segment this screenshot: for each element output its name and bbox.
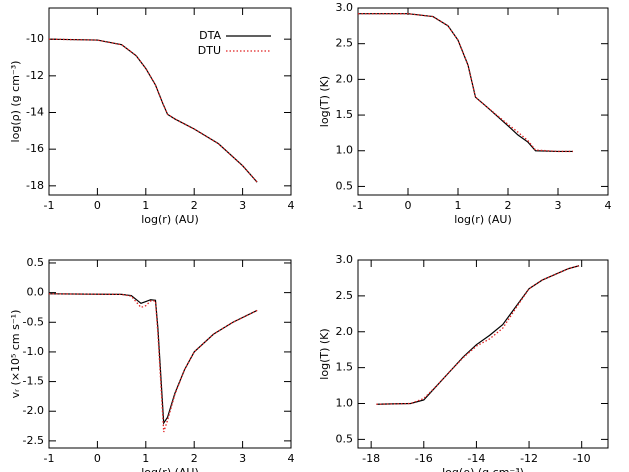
data-line — [48, 38, 258, 183]
y-tick-label: -14 — [26, 106, 44, 119]
x-tick-label: 2 — [505, 199, 512, 212]
plot-frame — [357, 7, 609, 196]
y-tick-label: 0.5 — [336, 432, 354, 445]
data-line — [48, 38, 258, 183]
y-tick-label: 0.5 — [336, 179, 354, 192]
x-tick-label: 4 — [605, 199, 612, 212]
y-tick-label: 3.0 — [336, 1, 354, 14]
y-tick-label: -16 — [26, 142, 44, 155]
data-line — [358, 13, 573, 153]
y-tick-label: 1.5 — [336, 108, 354, 121]
y-tick-label: 2.0 — [336, 325, 354, 338]
data-line — [48, 293, 258, 433]
x-axis-label: log(r) (AU) — [454, 213, 512, 226]
y-tick-label: -12 — [26, 69, 44, 82]
x-tick-label: 0 — [405, 199, 412, 212]
data-line — [376, 265, 580, 405]
x-tick-label: 4 — [288, 199, 295, 212]
y-axis-label: log(T) (K) — [318, 328, 331, 379]
y-tick-label: -1.0 — [23, 345, 44, 358]
x-tick-label: 1 — [455, 199, 462, 212]
x-tick-label: -12 — [520, 452, 538, 465]
x-tick-label: 3 — [555, 199, 562, 212]
plot-frame — [357, 259, 609, 449]
x-tick-label: 3 — [239, 199, 246, 212]
y-axis-label: log(ρ) (g cm⁻³) — [9, 61, 22, 143]
x-tick-label: -1 — [44, 452, 55, 465]
x-tick-label: -16 — [415, 452, 433, 465]
x-tick-label: -1 — [44, 199, 55, 212]
data-line — [358, 13, 573, 153]
y-tick-label: 1.0 — [336, 144, 354, 157]
y-tick-label: 3.0 — [336, 253, 354, 266]
x-axis-label: log(ρ) (g cm⁻³) — [442, 466, 524, 472]
x-tick-label: 4 — [288, 452, 295, 465]
y-tick-label: -10 — [26, 32, 44, 45]
plot-frame — [48, 259, 292, 449]
y-tick-label: 2.5 — [336, 289, 354, 302]
y-tick-label: 2.5 — [336, 37, 354, 50]
x-tick-label: -10 — [573, 452, 591, 465]
x-tick-label: 3 — [239, 452, 246, 465]
y-tick-label: -2.5 — [23, 434, 44, 447]
legend-label: DTA — [199, 29, 221, 42]
y-tick-label: 1.0 — [336, 397, 354, 410]
y-tick-label: -1.5 — [23, 375, 44, 388]
data-line — [376, 265, 580, 405]
x-tick-label: 2 — [191, 199, 198, 212]
y-tick-label: 0.5 — [27, 256, 45, 269]
data-line — [48, 293, 258, 425]
y-tick-label: -0.5 — [23, 315, 44, 328]
x-tick-label: -18 — [362, 452, 380, 465]
y-tick-label: 2.0 — [336, 72, 354, 85]
y-axis-label: log(T) (K) — [318, 76, 331, 127]
x-axis-label: log(r) (AU) — [141, 466, 199, 472]
y-tick-label: 1.5 — [336, 361, 354, 374]
y-axis-label: vᵣ (×10⁵ cm s⁻¹) — [9, 310, 22, 399]
x-tick-label: 0 — [94, 199, 101, 212]
x-tick-label: 0 — [94, 452, 101, 465]
y-tick-label: 0.0 — [27, 286, 45, 299]
x-axis-label: log(r) (AU) — [141, 213, 199, 226]
x-tick-label: -14 — [467, 452, 485, 465]
plot-frame — [48, 7, 292, 196]
x-tick-label: 1 — [142, 452, 149, 465]
legend-label: DTU — [198, 44, 221, 57]
y-tick-label: -18 — [26, 179, 44, 192]
x-tick-label: 2 — [191, 452, 198, 465]
x-tick-label: 1 — [142, 199, 149, 212]
y-tick-label: -2.0 — [23, 404, 44, 417]
x-tick-label: -1 — [353, 199, 364, 212]
